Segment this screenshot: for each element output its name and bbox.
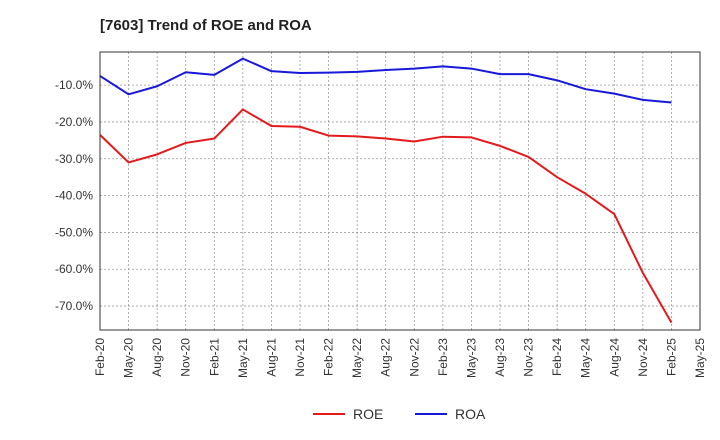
x-tick-label: May-24 bbox=[579, 338, 593, 378]
y-tick-label: -60.0% bbox=[55, 262, 93, 276]
x-tick-label: Feb-22 bbox=[322, 338, 336, 376]
x-tick-label: Feb-24 bbox=[550, 338, 564, 376]
y-tick-label: -20.0% bbox=[55, 115, 93, 129]
x-tick-label: Nov-21 bbox=[293, 338, 307, 377]
legend-label-roa: ROA bbox=[455, 406, 486, 422]
chart-title: [7603] Trend of ROE and ROA bbox=[100, 17, 312, 34]
x-tick-label: May-21 bbox=[236, 338, 250, 378]
legend: ROE ROA bbox=[313, 406, 486, 422]
x-tick-label: Nov-22 bbox=[407, 338, 421, 377]
x-tick-label: Aug-24 bbox=[607, 338, 621, 377]
x-axis-tick-labels: Feb-20 May-20 Aug-20 Nov-20 Feb-21 May-21 Aug-… bbox=[93, 338, 707, 378]
y-axis-tick-labels: -10.0% -20.0% -30.0% -40.0% -50.0% -60.0% -70.… bbox=[55, 78, 93, 313]
legend-label-roe: ROE bbox=[353, 406, 383, 422]
grid bbox=[100, 52, 700, 330]
y-tick-label: -10.0% bbox=[55, 78, 93, 92]
y-tick-label: -70.0% bbox=[55, 299, 93, 313]
plot-frame bbox=[99, 51, 701, 331]
x-tick-label: Feb-25 bbox=[664, 338, 678, 376]
x-tick-label: Feb-23 bbox=[436, 338, 450, 376]
y-tick-label: -50.0% bbox=[55, 225, 93, 239]
series-lines bbox=[99, 57, 673, 324]
y-tick-label: -30.0% bbox=[55, 152, 93, 166]
series-line-roa bbox=[99, 57, 672, 104]
x-tick-label: Nov-23 bbox=[522, 338, 536, 377]
x-tick-label: May-20 bbox=[122, 338, 136, 378]
x-tick-label: May-22 bbox=[350, 338, 364, 378]
x-tick-label: Feb-20 bbox=[93, 338, 107, 376]
x-tick-label: May-23 bbox=[464, 338, 478, 378]
series-line-roe bbox=[99, 108, 673, 324]
x-tick-label: Aug-22 bbox=[379, 338, 393, 377]
x-tick-label: May-25 bbox=[693, 338, 707, 378]
x-tick-label: Aug-23 bbox=[493, 338, 507, 377]
x-tick-label: Nov-20 bbox=[179, 338, 193, 377]
x-tick-label: Aug-21 bbox=[264, 338, 278, 377]
x-tick-label: Aug-20 bbox=[150, 338, 164, 377]
x-tick-label: Feb-21 bbox=[207, 338, 221, 376]
y-tick-label: -40.0% bbox=[55, 189, 93, 203]
x-tick-label: Nov-24 bbox=[636, 338, 650, 377]
